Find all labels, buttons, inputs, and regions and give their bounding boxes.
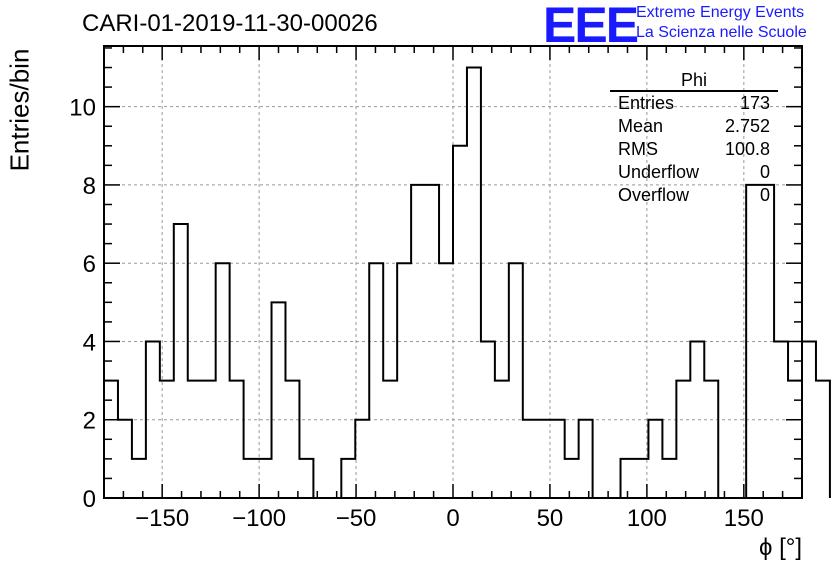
y-tick-label: 4 (83, 329, 96, 356)
x-tick-label: 100 (627, 505, 667, 532)
y-tick-label: 0 (83, 486, 96, 513)
stats-value: 100.8 (724, 139, 770, 159)
tick-labels: −150 −100 −50 0 50 100 150 0 2 4 6 8 10 (69, 95, 764, 532)
x-tick-label: 0 (446, 505, 459, 532)
stats-row: Underflow 0 (610, 161, 778, 184)
stats-row: Overflow 0 (610, 184, 778, 207)
x-tick-label: 50 (537, 505, 564, 532)
axis-ticks (104, 46, 802, 499)
stats-label: Overflow (618, 185, 690, 205)
stats-label: Entries (618, 93, 675, 113)
stats-value: 173 (739, 93, 770, 113)
y-axis-label: Entries/bin (4, 48, 35, 172)
logo-line-2: La Scienza nelle Scuole (636, 24, 807, 41)
stats-title: Phi (610, 70, 778, 92)
stats-value: 0 (759, 162, 770, 182)
x-axis-label: ϕ [°] (758, 534, 802, 561)
x-tick-label: 150 (724, 505, 764, 532)
stats-label: RMS (618, 139, 658, 159)
eee-logo: EEE (543, 0, 639, 53)
run-title: CARI-01-2019-11-30-00026 (82, 10, 378, 37)
stats-row: Entries 173 (610, 92, 778, 115)
x-tick-label: −150 (135, 505, 189, 532)
stats-label: Underflow (618, 162, 700, 182)
x-tick-label: −50 (336, 505, 377, 532)
stats-row: Mean 2.752 (610, 115, 778, 138)
stats-value: 2.752 (724, 116, 770, 136)
stats-box: Phi Entries 173 Mean 2.752 RMS 100.8 Und… (610, 70, 778, 207)
y-tick-label: 2 (83, 408, 96, 435)
stats-row: RMS 100.8 (610, 138, 778, 161)
stats-value: 0 (759, 185, 770, 205)
y-tick-label: 6 (83, 251, 96, 278)
y-tick-label: 8 (83, 173, 96, 200)
logo-line-1: Extreme Energy Events (636, 4, 805, 21)
y-tick-label: 10 (69, 95, 96, 122)
stats-label: Mean (618, 116, 664, 136)
x-tick-label: −100 (232, 505, 286, 532)
histogram-line (103, 66, 831, 499)
